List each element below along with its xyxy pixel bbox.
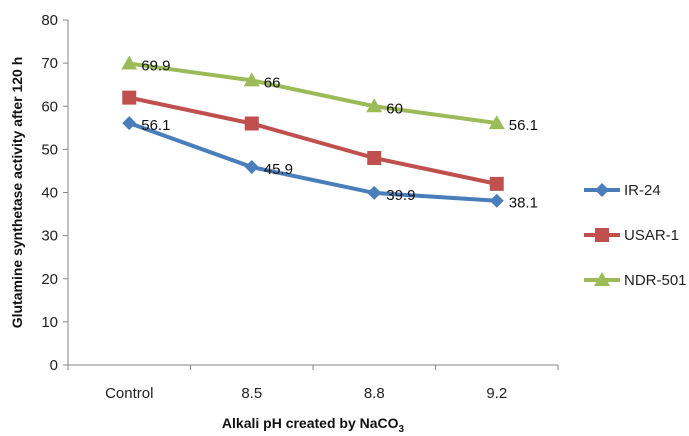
- axes: 0 10 20 30 40 50 60 70 80 Control 8.5 8.8 9.2: [41, 12, 559, 402]
- data-point: [489, 193, 504, 208]
- y-axis-title: Glutamine synthetase activity after 120 …: [9, 57, 25, 329]
- series-ndr-501: 69.9 66 60 56.1: [121, 55, 538, 134]
- legend-item-usar-1: USAR-1: [584, 227, 679, 244]
- data-point: [122, 116, 137, 131]
- data-label: 56.1: [141, 117, 170, 134]
- legend-item-ir-24: IR-24: [584, 182, 661, 199]
- data-point: [489, 176, 504, 191]
- legend-marker: [595, 183, 609, 197]
- x-tick-label: Control: [105, 385, 153, 402]
- x-tick-label: 8.5: [241, 385, 262, 402]
- x-axis-title-text: Alkali pH created by NaCO: [222, 415, 399, 431]
- data-point: [367, 185, 382, 200]
- data-label: 56.1: [509, 117, 538, 134]
- y-tick-label: 0: [50, 357, 58, 374]
- data-point: [122, 90, 137, 105]
- legend-item-ndr-501: NDR-501: [584, 272, 687, 289]
- x-axis-title: Alkali pH created by NaCO3: [222, 415, 405, 435]
- data-label: 66: [264, 74, 281, 91]
- series-ir-24: 56.1 45.9 39.9 38.1: [122, 116, 538, 212]
- legend-marker: [594, 272, 610, 286]
- y-tick-label: 70: [41, 55, 58, 72]
- y-tick-label: 80: [41, 12, 58, 29]
- plot-area: 56.1 45.9 39.9 38.1 69.9 66 60 56.1: [121, 55, 538, 212]
- series-line: [128, 61, 498, 126]
- y-tick-label: 10: [41, 314, 58, 331]
- data-label: 45.9: [264, 161, 293, 178]
- legend-label: NDR-501: [624, 272, 687, 289]
- data-label: 60: [386, 100, 403, 117]
- data-label: 69.9: [141, 58, 170, 75]
- data-point: [121, 55, 138, 70]
- x-tick-label: 8.8: [364, 385, 385, 402]
- y-tick-label: 40: [41, 185, 58, 202]
- data-point: [244, 160, 259, 175]
- data-point: [367, 151, 382, 165]
- x-axis-title-subscript: 3: [399, 424, 405, 435]
- series-line: [128, 95, 498, 186]
- data-point: [488, 115, 505, 130]
- y-tick-label: 20: [41, 271, 58, 288]
- legend-marker: [595, 228, 609, 242]
- data-point: [244, 116, 259, 131]
- series-usar-1: [122, 90, 504, 191]
- data-label: 39.9: [386, 187, 415, 204]
- legend-label: IR-24: [624, 182, 661, 199]
- y-tick-label: 30: [41, 228, 58, 245]
- legend: IR-24 USAR-1 NDR-501: [584, 182, 687, 289]
- series-line: [128, 121, 497, 203]
- legend-label: USAR-1: [624, 227, 679, 244]
- x-tick-label: 9.2: [486, 385, 507, 402]
- data-point: [243, 72, 260, 87]
- y-tick-label: 60: [41, 98, 58, 115]
- data-point: [366, 98, 383, 113]
- y-tick-label: 50: [41, 141, 58, 158]
- data-label: 38.1: [509, 195, 538, 212]
